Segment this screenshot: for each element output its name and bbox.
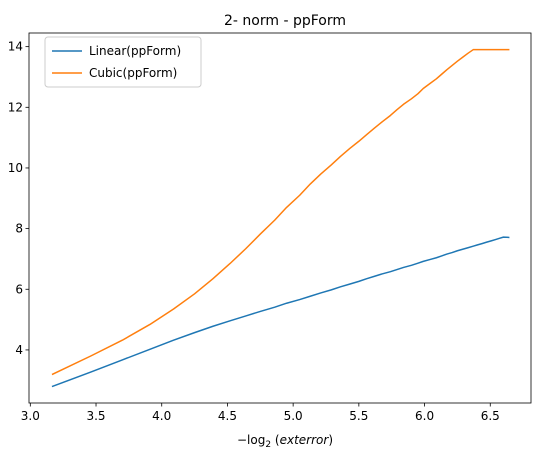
x-tick-label: 5.5 [349, 409, 368, 423]
y-tick-label: 4 [15, 343, 23, 357]
x-tick-label: 4.5 [218, 409, 237, 423]
legend-frame [44, 36, 202, 88]
x-tick-label: 6.5 [481, 409, 500, 423]
y-tick-label: 14 [8, 40, 23, 54]
x-tick-label: 6.0 [415, 409, 434, 423]
y-tick-label: 12 [8, 100, 23, 114]
y-tick-label: 8 [15, 222, 23, 236]
x-tick-label: 3.5 [86, 409, 105, 423]
x-tick-label: 4.0 [152, 409, 171, 423]
plot-frame [28, 32, 532, 404]
legend: Linear(ppForm) Cubic(ppForm) [44, 36, 202, 88]
axes: 3.0 3.5 4.0 4.5 5.0 5.5 6.0 6.5 4 6 8 10 12 14 [8, 32, 532, 423]
legend-label-cubic: Cubic(ppForm) [89, 66, 177, 80]
y-tick-label: 10 [8, 161, 23, 175]
x-axis-label: −log2 (exterror) [237, 433, 333, 450]
plot-area [51, 48, 510, 388]
x-tick-label: 3.0 [21, 409, 40, 423]
chart-title: 2- norm - ppForm [224, 13, 346, 29]
series-line-0 [51, 236, 510, 388]
x-tick-label: 5.0 [284, 409, 303, 423]
series-line-1 [51, 48, 510, 376]
legend-label-linear: Linear(ppForm) [89, 44, 181, 58]
y-tick-label: 6 [15, 282, 23, 296]
